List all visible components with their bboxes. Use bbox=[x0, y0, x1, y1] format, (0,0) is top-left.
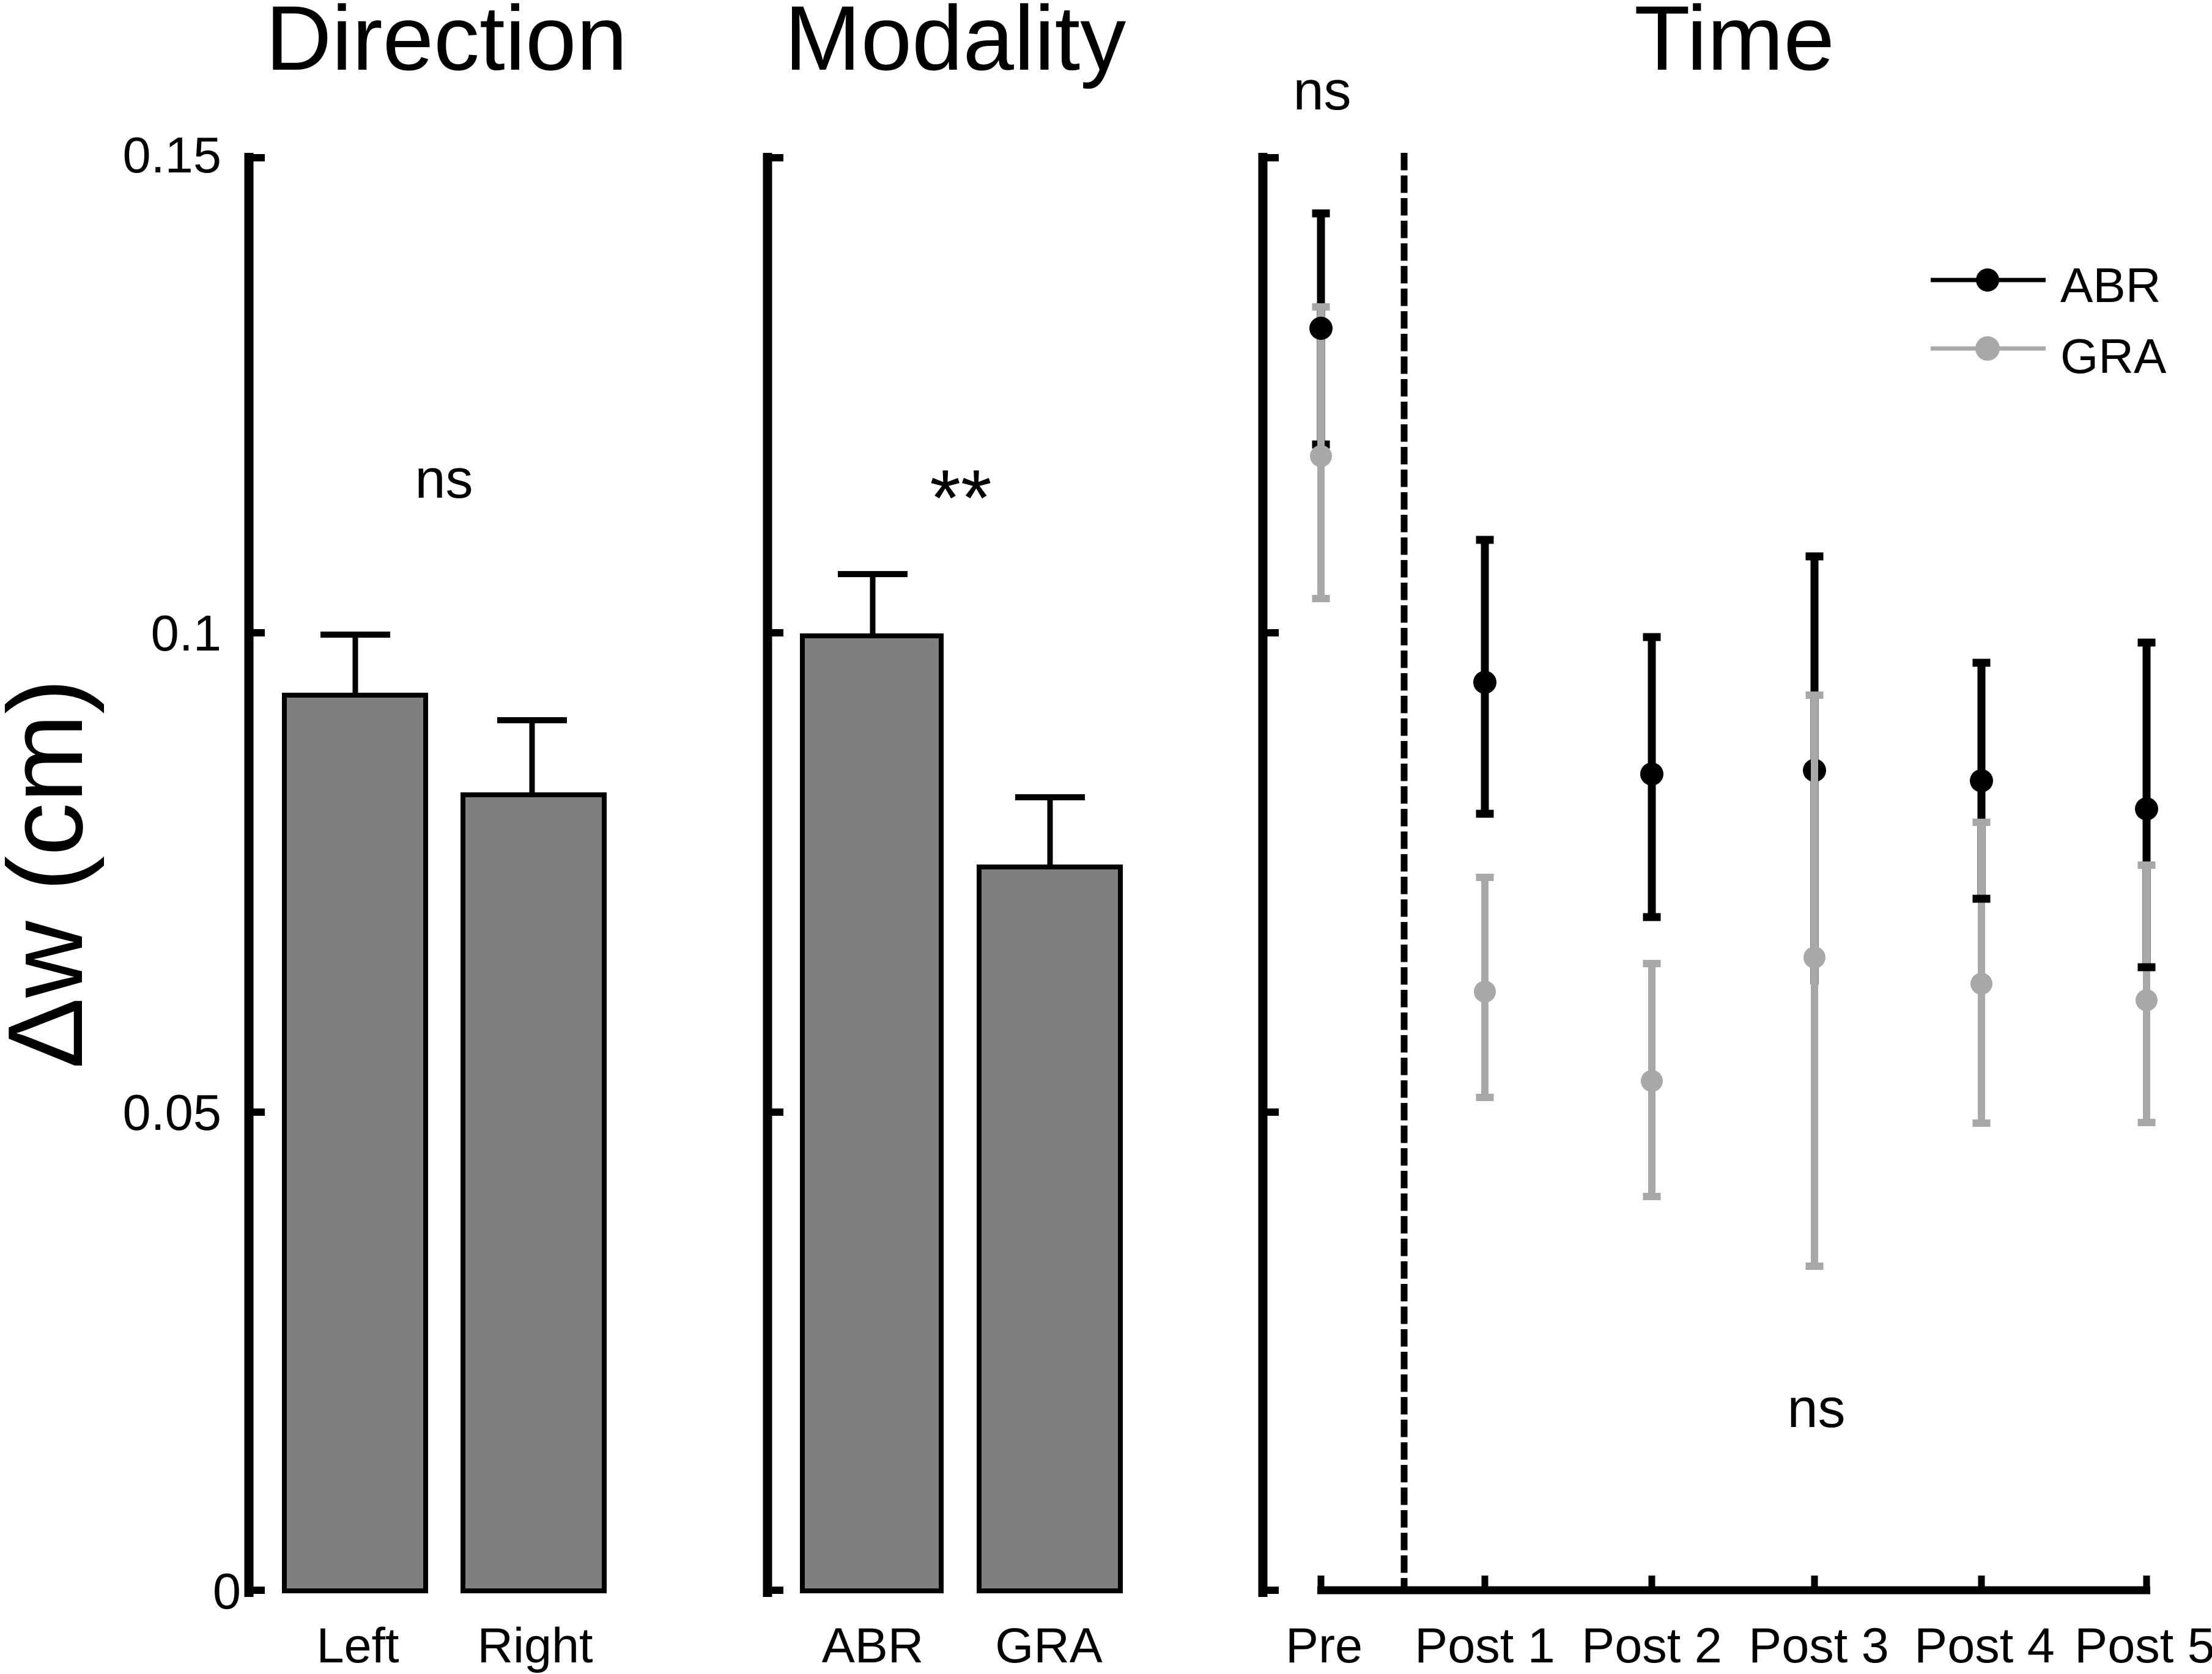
svg-text:0.1: 0.1 bbox=[151, 605, 221, 662]
svg-text:Δw (cm): Δw (cm) bbox=[0, 679, 105, 1069]
svg-text:**: ** bbox=[930, 453, 991, 542]
svg-text:ns: ns bbox=[1787, 1378, 1845, 1439]
svg-text:Pre: Pre bbox=[1285, 1618, 1363, 1673]
svg-text:ABR: ABR bbox=[822, 1618, 924, 1673]
svg-text:Post 1: Post 1 bbox=[1415, 1618, 1555, 1673]
svg-text:ns: ns bbox=[1293, 61, 1351, 122]
svg-text:Post 3: Post 3 bbox=[1748, 1618, 1889, 1673]
svg-text:0.15: 0.15 bbox=[122, 127, 221, 183]
svg-text:Time: Time bbox=[1634, 0, 1835, 89]
svg-text:Right: Right bbox=[477, 1618, 593, 1673]
svg-text:GRA: GRA bbox=[995, 1618, 1103, 1673]
svg-text:Post 5: Post 5 bbox=[2074, 1618, 2212, 1673]
svg-text:GRA: GRA bbox=[2060, 329, 2167, 383]
svg-text:Left: Left bbox=[316, 1618, 399, 1673]
svg-text:0: 0 bbox=[213, 1563, 241, 1620]
svg-text:ABR: ABR bbox=[2060, 258, 2161, 312]
svg-text:Post 4: Post 4 bbox=[1914, 1618, 2055, 1673]
svg-text:ns: ns bbox=[415, 449, 473, 510]
svg-text:Direction: Direction bbox=[265, 0, 627, 89]
svg-text:Post 2: Post 2 bbox=[1581, 1618, 1722, 1673]
svg-text:0.05: 0.05 bbox=[122, 1084, 221, 1141]
svg-text:Modality: Modality bbox=[785, 0, 1126, 89]
